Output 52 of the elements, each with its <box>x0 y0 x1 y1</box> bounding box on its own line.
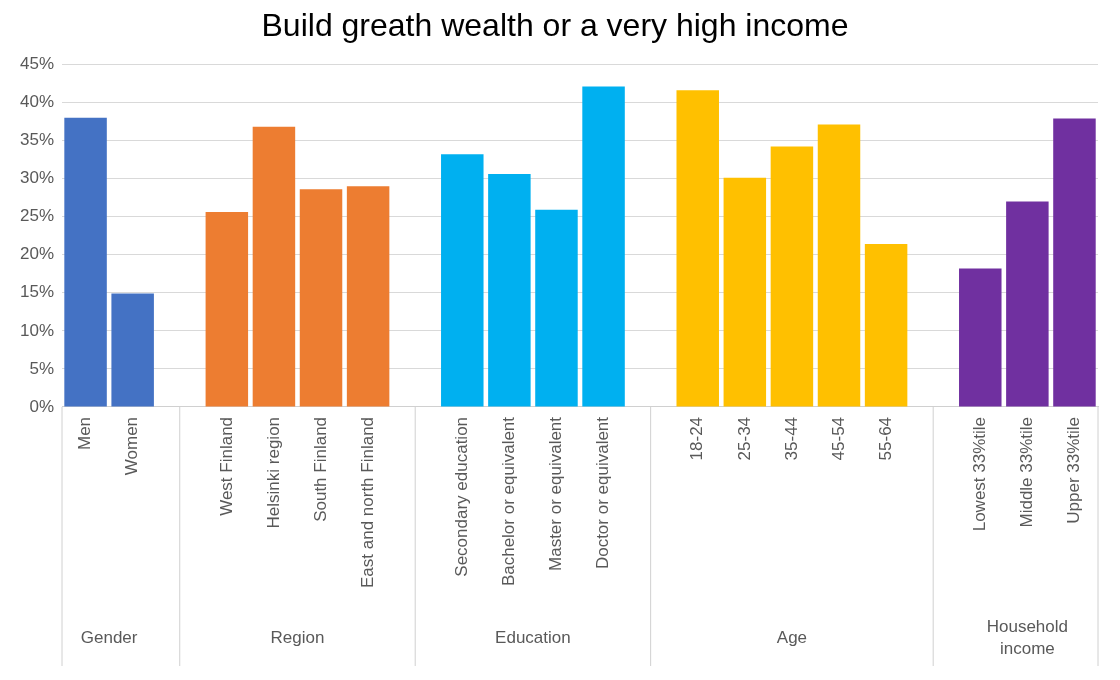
x-tick-label: 18-24 <box>687 416 707 461</box>
text: Age <box>776 627 808 647</box>
x-tick-label: Lowest 33%tile <box>969 416 989 532</box>
y-tick-label: 40% <box>19 92 55 112</box>
bar <box>864 244 908 407</box>
bar <box>676 90 719 407</box>
bar <box>64 117 107 407</box>
x-tick-label: East and north Finland <box>357 416 377 589</box>
x-tick-label: Upper 33%tile <box>1064 416 1084 524</box>
text: Region <box>270 627 325 647</box>
bar <box>959 268 1002 407</box>
bar <box>723 177 767 407</box>
bar <box>299 189 343 407</box>
x-tick-label: Doctor or equivalent <box>593 416 613 570</box>
bar <box>1006 201 1049 407</box>
chart-title: Build greath wealth or a very high income <box>261 7 849 44</box>
bar <box>346 186 390 407</box>
y-tick-label: 35% <box>19 130 55 150</box>
x-tick-label: 45-54 <box>828 416 848 461</box>
bar <box>488 174 531 407</box>
bar <box>817 124 861 407</box>
bar <box>582 86 625 407</box>
text: Education <box>495 627 571 647</box>
x-tick-label: Helsinki region <box>263 416 283 529</box>
bar <box>252 126 296 407</box>
x-tick-label: Bachelor or equivalent <box>499 416 519 587</box>
x-tick-label: South Finland <box>310 416 330 522</box>
y-tick-label: 20% <box>19 244 55 264</box>
x-tick-label: West Finland <box>216 416 236 516</box>
x-tick-label: Master or equivalent <box>546 416 566 571</box>
bar <box>1053 118 1096 407</box>
x-tick-label: Secondary education <box>451 416 471 577</box>
x-tick-label: Middle 33%tile <box>1017 416 1037 528</box>
bar <box>441 154 484 407</box>
y-tick-label: 45% <box>19 54 55 74</box>
bar <box>205 212 249 407</box>
bar <box>535 209 578 407</box>
bar <box>770 146 814 407</box>
x-tick-label: Women <box>122 416 142 476</box>
x-tick-label: Men <box>75 416 95 451</box>
y-tick-label: 10% <box>19 320 55 340</box>
x-tick-label: 35-44 <box>781 416 801 461</box>
text: Household income <box>986 616 1069 658</box>
y-tick-label: 0% <box>29 396 55 416</box>
y-tick-label: 25% <box>19 206 55 226</box>
y-tick-label: 30% <box>19 168 55 188</box>
bar <box>111 293 154 407</box>
x-tick-label: 25-34 <box>734 416 754 461</box>
y-tick-label: 15% <box>19 282 55 302</box>
y-tick-label: 5% <box>29 358 55 378</box>
x-tick-label: 55-64 <box>875 416 895 461</box>
text: Gender <box>80 627 138 647</box>
